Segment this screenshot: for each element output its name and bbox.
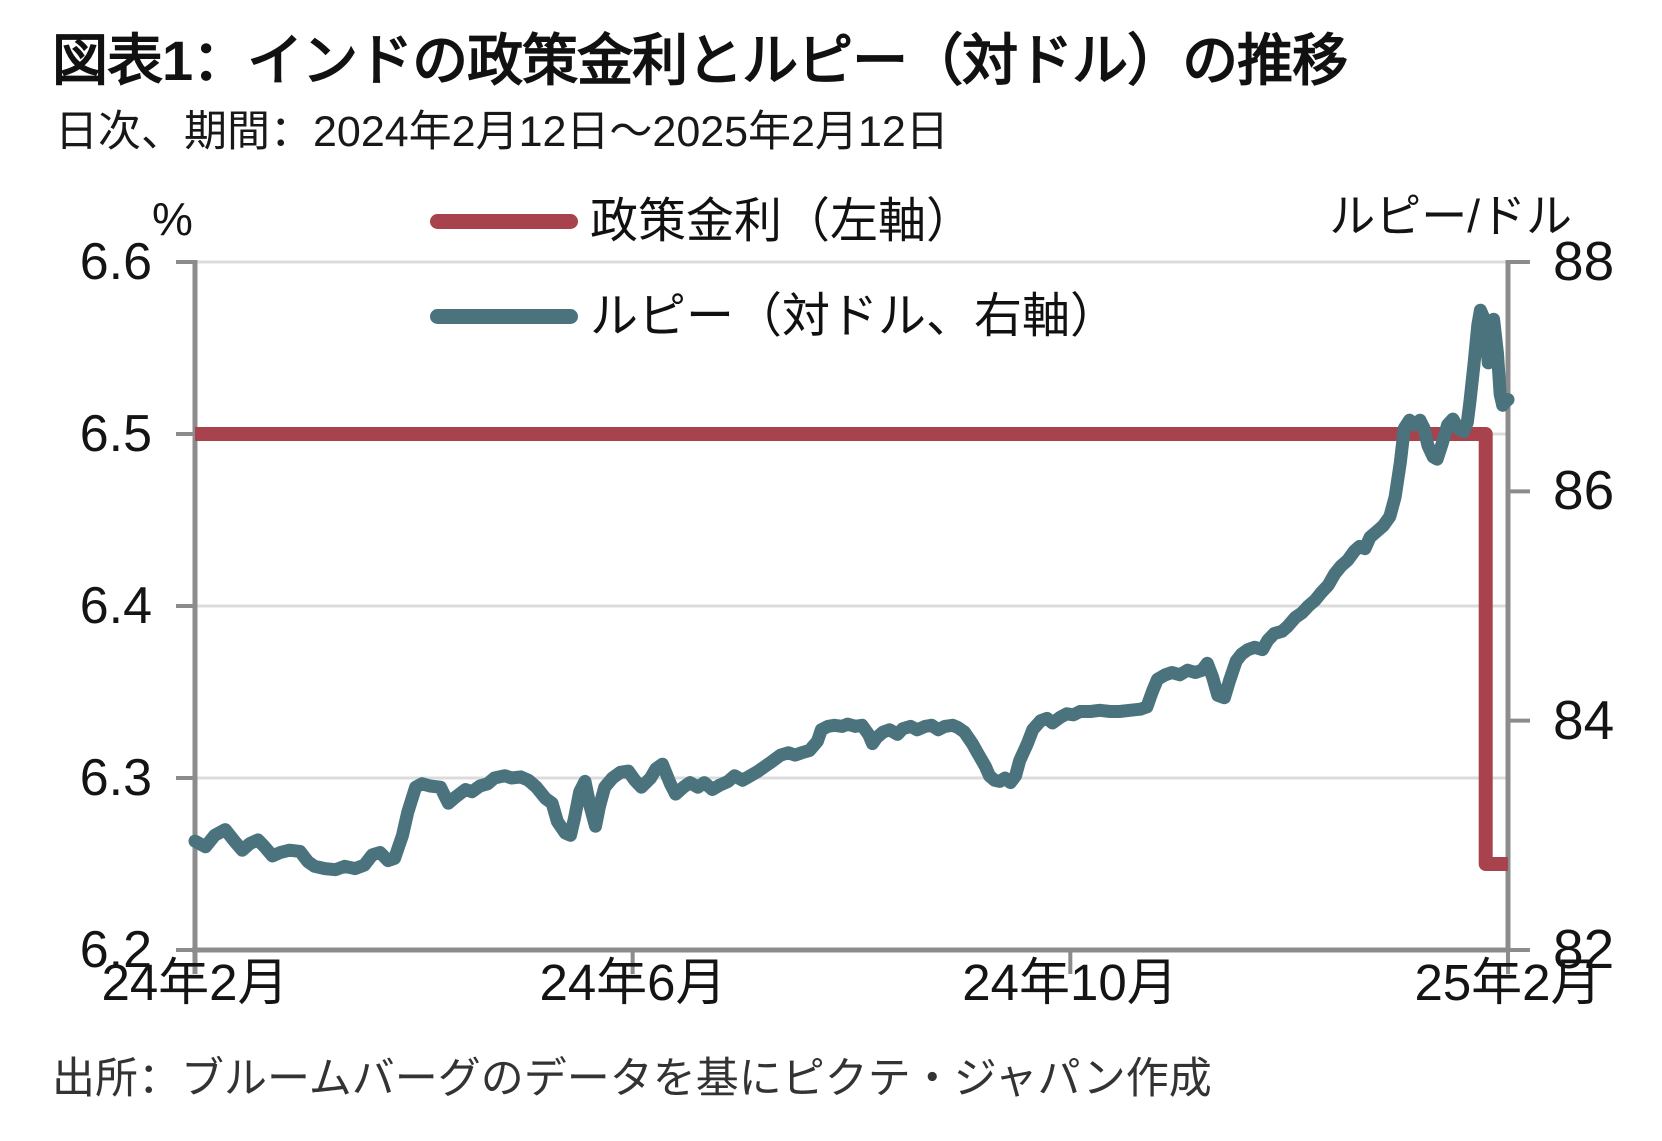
page-title: 図表1：インドの政策金利とルピー（対ドル）の推移 bbox=[52, 29, 1348, 92]
right-axis-tick-label: 84 bbox=[1553, 689, 1615, 751]
policy-rate-line bbox=[195, 427, 1508, 871]
right-axis-tick-label: 88 bbox=[1553, 230, 1615, 292]
right-axis-tick-label: 86 bbox=[1553, 459, 1615, 521]
x-axis-tick-label: 24年10月 bbox=[962, 954, 1178, 1011]
legend-label-policy-rate: 政策金利（左軸） bbox=[590, 195, 975, 248]
x-axis-tick-label: 24年2月 bbox=[101, 954, 289, 1011]
left-axis-tick-label: 6.6 bbox=[79, 233, 152, 291]
source-note: 出所：ブルームバーグのデータを基にピクテ・ジャパン作成 bbox=[52, 1055, 1212, 1103]
left-axis-tick-label: 6.3 bbox=[79, 749, 152, 807]
right-axis-tick-label: 82 bbox=[1553, 918, 1615, 980]
rupee-line bbox=[188, 303, 1515, 877]
left-axis-tick-label: 6.5 bbox=[79, 405, 152, 463]
legend-marker-rupee bbox=[430, 309, 578, 324]
page-subtitle: 日次、期間：2024年2月12日～2025年2月12日 bbox=[55, 108, 949, 156]
x-axis-tick-label: 25年2月 bbox=[1414, 954, 1602, 1011]
right-axis-unit-label: ルピー/ドル bbox=[1329, 190, 1572, 242]
legend-label-rupee: ルピー（対ドル、右軸） bbox=[590, 290, 1119, 343]
left-axis-tick-label: 6.2 bbox=[79, 921, 152, 979]
legend-marker-policy-rate bbox=[430, 214, 578, 229]
x-axis-tick-label: 24年6月 bbox=[539, 954, 727, 1011]
left-axis-unit-label: % bbox=[152, 193, 193, 245]
left-axis-tick-label: 6.4 bbox=[79, 577, 152, 635]
